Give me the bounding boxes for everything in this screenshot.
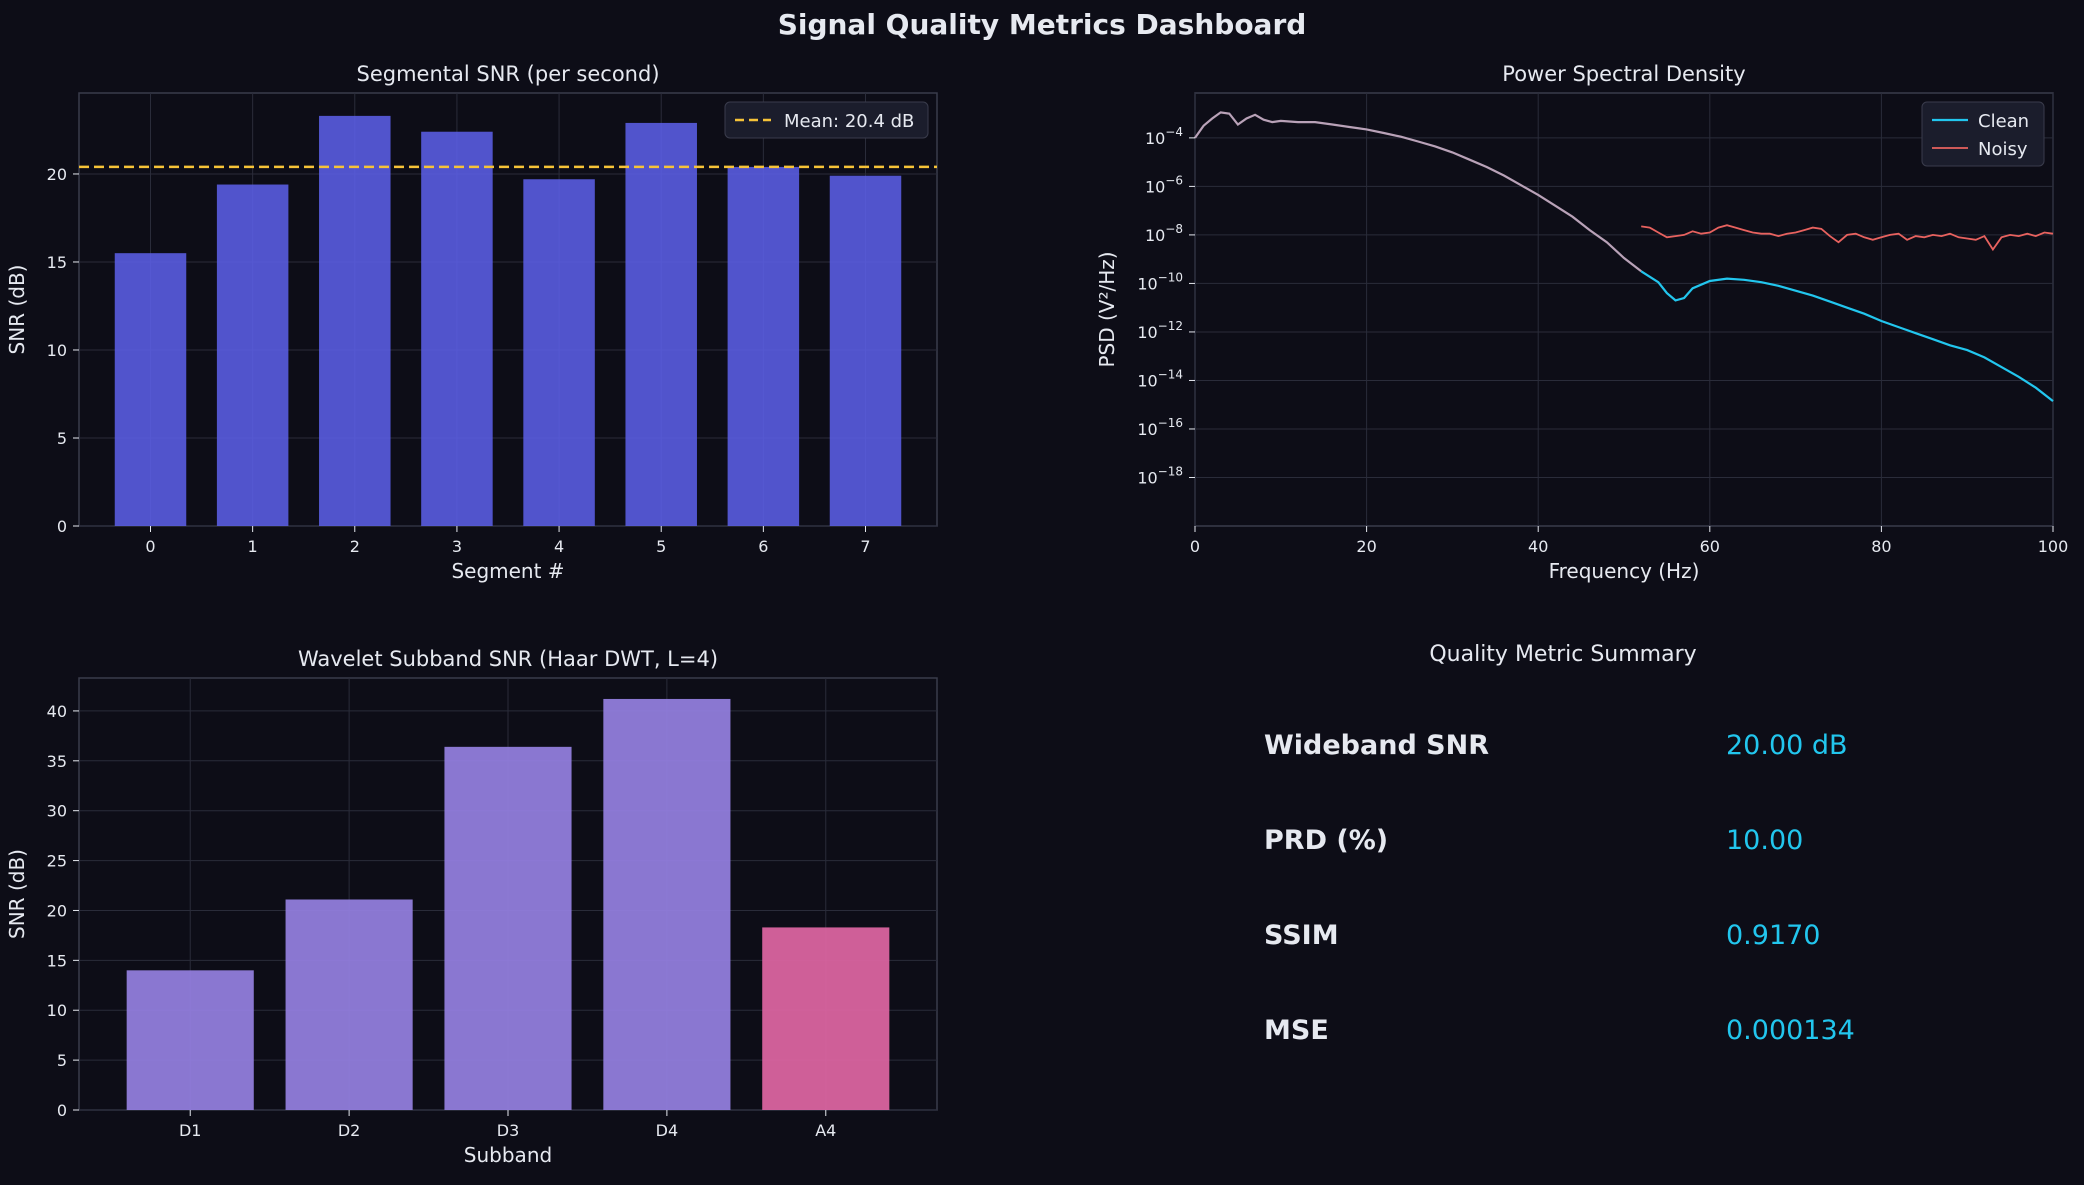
legend-box	[724, 101, 929, 139]
y-tick-label: 10−14	[1137, 367, 1183, 390]
x-axis-label: Subband	[464, 1143, 552, 1167]
y-tick-label: 10	[47, 1001, 67, 1020]
series-clean-line-overlap	[1194, 111, 1642, 273]
metric-value-prd: 10.00	[1726, 825, 1804, 856]
y-tick-label: 10−10	[1137, 270, 1183, 293]
x-tick-label: 3	[452, 537, 462, 556]
plot-area	[78, 92, 938, 527]
y-tick-label: 0	[57, 1101, 67, 1120]
y-tick-label: 15	[47, 951, 67, 970]
bar-subband-D2	[285, 899, 413, 1110]
x-tick-label: 80	[1871, 537, 1891, 556]
y-tick-label: 5	[57, 1051, 67, 1070]
x-tick-label: 100	[2038, 537, 2069, 556]
x-tick-label: 60	[1700, 537, 1720, 556]
y-axis-label: SNR (dB)	[5, 265, 29, 355]
y-tick-label: 10−18	[1137, 464, 1183, 487]
dashboard-title: Signal Quality Metrics Dashboard	[777, 8, 1307, 41]
legend-box	[1921, 101, 2045, 167]
x-tick-label: 5	[656, 537, 666, 556]
series-clean-line	[1640, 270, 2054, 402]
bar-segment-1	[216, 184, 289, 527]
x-tick-label: 6	[758, 537, 768, 556]
chart-title: Wavelet Subband SNR (Haar DWT, L=4)	[298, 647, 718, 671]
bar-segment-2	[319, 115, 391, 526]
bar-segment-3	[421, 131, 493, 526]
metric-value-wideband-snr: 20.00 dB	[1726, 730, 1848, 761]
y-tick-label: 10−8	[1145, 222, 1183, 245]
y-tick-label: 40	[47, 702, 67, 721]
metric-summary-panel: Quality Metric Summary Wideband SNR 20.0…	[1042, 600, 2084, 1185]
y-tick-label: 30	[47, 802, 67, 821]
y-tick-label: 5	[57, 429, 67, 448]
y-tick-label: 0	[57, 517, 67, 536]
bar-subband-D1	[126, 970, 254, 1110]
segmental-snr-chart: 0 1 2 3 4 5 6 7 0 5 10 15 20 Segmental SNR (per secon…	[5, 62, 938, 583]
x-tick-label: 40	[1528, 537, 1548, 556]
wavelet-snr-chart: D1 D2 D3 D4 A4 0 5 10 15 20 25 30 35 40 Wavelet Subban…	[5, 647, 938, 1167]
chart-title: Segmental SNR (per second)	[356, 62, 659, 86]
bar-segment-6	[727, 166, 800, 527]
series-noisy-line	[1641, 224, 2054, 252]
y-tick-label: 10−12	[1137, 319, 1183, 342]
y-tick-label: 10−4	[1145, 125, 1183, 148]
x-tick-label: D4	[656, 1121, 679, 1140]
plot-area	[1194, 92, 2054, 527]
x-tick-label: 7	[860, 537, 870, 556]
bar-subband-D4	[603, 698, 731, 1110]
x-axis-label: Frequency (Hz)	[1549, 559, 1700, 583]
x-tick-label: 4	[554, 537, 564, 556]
x-tick-label: 0	[145, 537, 155, 556]
y-tick-label: 10−6	[1145, 173, 1183, 196]
metric-label-wideband-snr: Wideband SNR	[1264, 730, 1490, 761]
y-tick-label: 10	[47, 341, 67, 360]
x-axis-label: Segment #	[451, 559, 564, 583]
x-tick-label: 0	[1190, 537, 1200, 556]
psd-chart: 0 20 40 60 80 100 10−4 10−6 10−8 10−10 10−12 10−14 1…	[1095, 62, 2069, 583]
x-tick-label: D1	[179, 1121, 202, 1140]
bar-segment-0	[114, 253, 187, 526]
bar-subband-D3	[444, 746, 572, 1110]
summary-title: Quality Metric Summary	[1429, 642, 1697, 667]
metric-label-ssim: SSIM	[1264, 920, 1339, 951]
x-tick-label: D2	[338, 1121, 361, 1140]
y-tick-label: 15	[47, 253, 67, 272]
legend-mean-label: Mean: 20.4 dB	[784, 111, 914, 132]
x-tick-label: 2	[350, 537, 360, 556]
legend-clean-label: Clean	[1978, 111, 2029, 132]
metric-label-mse: MSE	[1264, 1015, 1329, 1046]
x-tick-label: A4	[815, 1121, 836, 1140]
y-tick-label: 20	[47, 901, 67, 920]
chart-title: Power Spectral Density	[1502, 62, 1745, 86]
x-tick-label: D3	[497, 1121, 520, 1140]
metric-value-ssim: 0.9170	[1726, 920, 1821, 951]
legend-noisy-label: Noisy	[1978, 139, 2028, 160]
metric-label-prd: PRD (%)	[1264, 825, 1389, 856]
y-tick-label: 35	[47, 752, 67, 771]
y-tick-label: 20	[47, 165, 67, 184]
y-axis-label: SNR (dB)	[5, 849, 29, 939]
y-tick-label: 10−16	[1137, 416, 1183, 439]
bar-segment-7	[829, 175, 902, 526]
x-tick-label: 1	[248, 537, 258, 556]
bar-segment-4	[523, 179, 595, 526]
x-tick-label: 20	[1356, 537, 1376, 556]
y-tick-label: 25	[47, 852, 67, 871]
bar-segment-5	[625, 122, 697, 527]
bar-subband-A4	[762, 927, 890, 1110]
metric-value-mse: 0.000134	[1726, 1015, 1855, 1046]
y-axis-label: PSD (V²/Hz)	[1095, 251, 1119, 367]
